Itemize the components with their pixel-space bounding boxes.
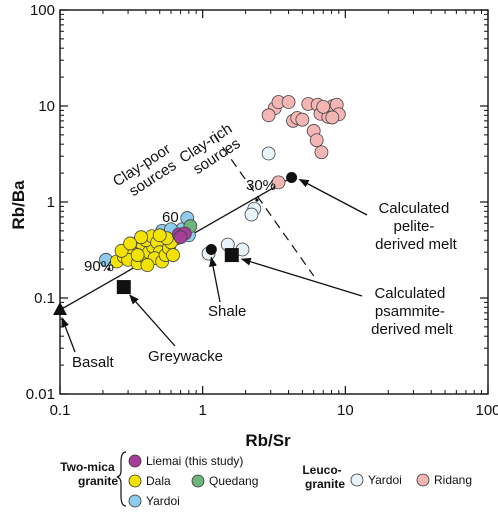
legend: Two-mica granite Liemai (this study) Dal… (60, 451, 472, 508)
legend-group-two-mica-line1: Two-mica (60, 460, 115, 474)
data-point-dala-two-mica-granite (130, 248, 145, 262)
arrow-basalt (61, 317, 76, 353)
psammite-melt-line2: psammite- (375, 303, 445, 320)
data-point-ridang-leucogranite (314, 145, 329, 160)
y-tick-label: 100 (30, 2, 55, 19)
legend-marker-dala (128, 474, 142, 488)
x-tick-label: 10 (337, 402, 354, 419)
data-point-ridang-leucogranite (261, 108, 276, 123)
data-point-yardoi-leucogranite (261, 146, 276, 161)
data-point-dala-two-mica-granite (152, 228, 167, 243)
arrow-psammite (240, 257, 363, 297)
legend-label-liemai: Liemai (this study) (146, 454, 243, 468)
y-axis-label: Rb/Ba (9, 180, 28, 230)
mixing-tick (255, 198, 259, 202)
legend-group-two-mica: Two-mica granite (60, 460, 118, 488)
pelite-melt-label: Calculated pelite- derived melt (375, 200, 458, 253)
y-tick-label: 1 (47, 194, 55, 211)
psammite-melt-line3: derived melt (371, 321, 454, 338)
legend-marker-yardoi-two-mica (128, 494, 142, 508)
y-tick-label: 10 (38, 98, 55, 115)
clay-poor-label: Clay-poor sources (110, 138, 187, 204)
arrow-greywacke (129, 294, 176, 347)
legend-two-mica-brace (116, 451, 127, 507)
legend-group-leuco: Leuco- granite (302, 463, 345, 491)
greywacke-label: Greywacke (148, 348, 223, 365)
legend-label-quedang: Quedang (209, 474, 258, 488)
ref-greywacke-marker (116, 280, 131, 295)
legend-marker-quedang (191, 474, 205, 488)
data-point-dala-two-mica-granite (166, 248, 180, 262)
clay-source-divider (213, 134, 315, 277)
pelite-melt-line3: derived melt (375, 236, 458, 253)
legend-marker-ridang (416, 473, 430, 487)
shale-label: Shale (208, 303, 246, 320)
data-point-ridang-leucogranite (281, 95, 296, 109)
x-tick-label: 0.1 (50, 402, 71, 419)
data-point-liemai-this-study-two-mica-granite (173, 230, 188, 245)
arrow-pelite (298, 178, 368, 216)
y-tick-label: 0.01 (26, 386, 55, 403)
data-point-ridang-leucogranite (309, 133, 324, 148)
arrow-shale (209, 256, 221, 303)
data-point-dala-two-mica-granite (140, 258, 155, 273)
mixing-tick (107, 267, 111, 271)
legend-group-leuco-line1: Leuco- (302, 463, 341, 477)
legend-group-two-mica-line2: granite (78, 474, 118, 488)
pelite-melt-line1: Calculated (378, 200, 449, 217)
data-point-yardoi-leucogranite (244, 207, 259, 222)
legend-marker-liemai (128, 454, 142, 468)
data-point-ridang-leucogranite (316, 99, 331, 114)
ref-calculated-pelite-derived-melt-marker (286, 171, 298, 183)
label-60: 60 (162, 209, 179, 226)
y-tick-label: 0.1 (34, 290, 55, 307)
basalt-label: Basalt (72, 354, 115, 371)
clay-rich-label: Clay-rich sources (176, 118, 248, 181)
psammite-melt-label: Calculated psammite- derived melt (371, 285, 454, 338)
data-point-ridang-leucogranite (295, 112, 310, 127)
psammite-melt-line1: Calculated (374, 285, 445, 302)
pelite-melt-line2: pelite- (393, 218, 434, 235)
ref-shale-marker (224, 248, 239, 263)
data-point-ridang-leucogranite (271, 175, 286, 190)
x-tick-label: 1 (198, 402, 206, 419)
data-point-dala-two-mica-granite (123, 236, 138, 251)
ref-calculated-psammite-derived-melt-marker (205, 244, 217, 256)
x-axis-label: Rb/Sr (245, 431, 291, 450)
label-90-percent: 90% (84, 258, 114, 275)
legend-group-leuco-line2: granite (305, 477, 345, 491)
legend-label-yardoi-two-mica: Yardoi (146, 494, 180, 508)
legend-label-dala: Dala (146, 474, 171, 488)
data-point-dala-two-mica-granite (134, 230, 148, 245)
data-point-ridang-leucogranite (325, 110, 340, 125)
ref-basalt-marker (53, 301, 67, 315)
legend-label-ridang: Ridang (434, 473, 472, 487)
legend-label-yardoi-leuco: Yardoi (368, 473, 402, 487)
label-30-percent: 30% (246, 177, 276, 194)
legend-marker-yardoi-leuco (350, 473, 364, 487)
x-tick-label: 100 (475, 402, 498, 419)
